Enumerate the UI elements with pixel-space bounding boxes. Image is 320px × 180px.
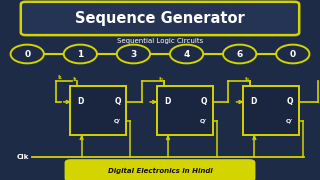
Text: Digital Electronics in Hindi: Digital Electronics in Hindi [108,168,212,174]
Circle shape [11,45,44,63]
Text: 3: 3 [130,50,137,59]
Text: D: D [164,97,170,106]
Text: I₃: I₃ [245,77,250,82]
Text: Clk: Clk [16,154,29,160]
Text: Q': Q' [113,119,121,124]
Text: Q': Q' [286,119,293,124]
Circle shape [223,45,256,63]
Text: 6: 6 [236,50,243,59]
Text: I₁: I₁ [58,75,63,80]
Circle shape [170,45,203,63]
Text: Sequential Logic Circuits: Sequential Logic Circuits [117,37,203,44]
Text: Q': Q' [200,119,207,124]
Text: Q: Q [114,97,121,106]
Text: 1: 1 [77,50,84,59]
Text: I₂: I₂ [158,77,164,82]
Circle shape [64,45,97,63]
Text: 0: 0 [290,50,296,59]
Text: 0: 0 [24,50,30,59]
Text: 4: 4 [183,50,190,59]
Text: Sequence Generator: Sequence Generator [75,11,245,26]
FancyBboxPatch shape [66,160,254,180]
Text: D: D [250,97,257,106]
Text: D: D [77,97,84,106]
Text: Q: Q [287,97,293,106]
Bar [157,86,213,135]
Text: Q: Q [201,97,207,106]
Bar [243,86,299,135]
Circle shape [117,45,150,63]
FancyBboxPatch shape [21,2,299,35]
Circle shape [276,45,309,63]
Text: I₁: I₁ [72,77,77,82]
Bar [70,86,126,135]
